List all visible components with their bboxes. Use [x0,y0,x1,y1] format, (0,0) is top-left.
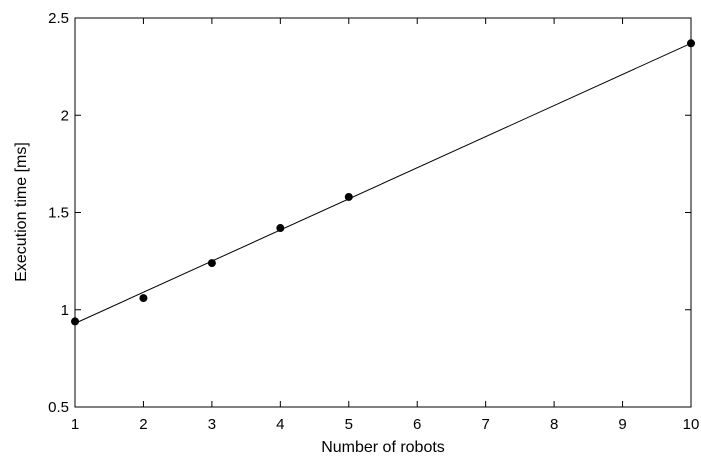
data-point [207,259,216,268]
x-tick-label: 9 [618,416,626,433]
y-axis-label: Execution time [ms] [13,142,30,282]
x-axis-label: Number of robots [321,439,445,456]
data-point [139,294,148,303]
y-tick-label: 2.5 [48,10,69,27]
x-tick-label: 3 [208,416,216,433]
data-point [344,192,353,201]
x-axis-ticks: 1 2 3 4 5 6 7 8 9 10 [71,18,700,433]
y-axis-ticks: 0.5 1 1.5 2 2.5 [48,10,691,416]
fit-line-layer [74,42,692,324]
x-tick-label: 6 [413,416,421,433]
y-tick-label: 0.5 [48,399,69,416]
x-tick-label: 5 [345,416,353,433]
x-tick-label: 7 [481,416,489,433]
data-point [276,224,285,233]
x-tick-label: 10 [683,416,700,433]
y-tick-label: 1.5 [48,205,69,222]
plot-frame [74,17,692,408]
y-tick-label: 1 [61,302,69,319]
x-tick-label: 4 [276,416,284,433]
x-tick-label: 8 [550,416,558,433]
y-tick-label: 2 [61,107,69,124]
x-tick-label: 1 [71,416,79,433]
x-tick-label: 2 [139,416,147,433]
fit-line [74,42,692,324]
